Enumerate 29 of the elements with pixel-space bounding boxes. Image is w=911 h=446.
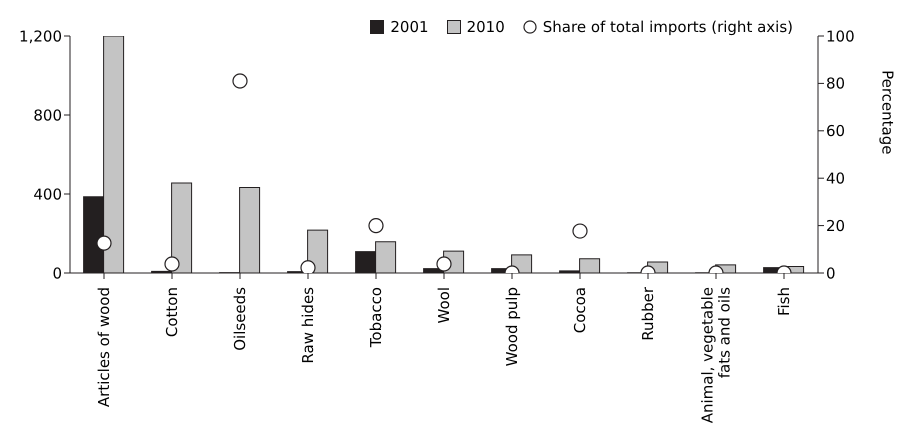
legend-label: 2001 (390, 18, 429, 36)
y-tick-label: 400 (33, 185, 62, 204)
x-tick-label: Oilseeds (231, 286, 249, 351)
y2-tick-label: 40 (826, 170, 846, 188)
x-tick-label: Cotton (163, 287, 181, 338)
legend-label: 2010 (466, 18, 505, 36)
y-tick-label: 800 (33, 106, 62, 124)
legend-label: Share of total imports (right axis) (542, 18, 793, 36)
x-tick-label: Wood pulp (503, 287, 521, 366)
y-tick-label: 0 (52, 264, 62, 282)
point (436, 256, 452, 272)
x-tick-label: Cocoa (571, 287, 589, 334)
point (96, 236, 112, 251)
point (300, 260, 316, 273)
x-tick-label: Fish (775, 287, 793, 316)
y2-tick-label: 100 (826, 27, 855, 46)
y2-tick-label: 60 (826, 122, 846, 140)
x-tick-label: Tobacco (367, 287, 385, 348)
x-tick-label: Wool (435, 287, 453, 324)
x-tick-label: Articles of wood (95, 287, 113, 408)
y2-tick-label: 20 (826, 216, 846, 235)
point (164, 256, 180, 272)
y2-axis-title: Percentage (878, 70, 897, 154)
y2-tick-label: 80 (826, 74, 846, 93)
x-tick-label: Raw hides (299, 286, 317, 364)
y-tick-label: 1,200 (19, 27, 62, 46)
y2-tick-label: 0 (826, 264, 836, 282)
x-tick-label: Rubber (639, 286, 657, 341)
x-tick-label: Animal, vegetable fats and oils (698, 286, 734, 424)
